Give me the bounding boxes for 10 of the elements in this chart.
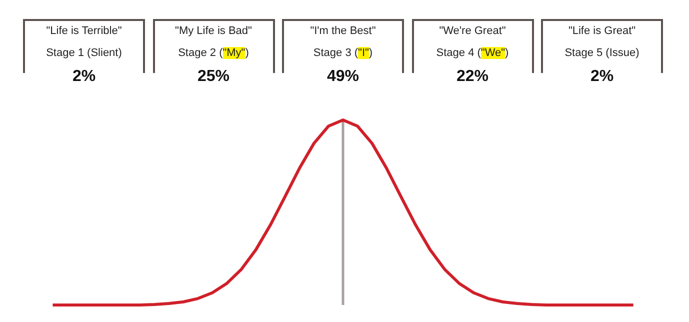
data-label: 25% <box>196 68 231 86</box>
category-label: "My Life is Bad" Stage 2 ("My") <box>174 25 253 59</box>
data-label: 2% <box>589 68 615 86</box>
category-label: "Life is Terrible" Stage 1 (Slient) <box>45 25 123 59</box>
data-label: 2% <box>71 68 97 86</box>
data-label: 49% <box>326 68 360 86</box>
category-label: "We're Great" Stage 4 ("We") <box>435 25 510 59</box>
category-label: "I'm the Best" Stage 3 ("I") <box>309 25 377 59</box>
data-label: 22% <box>455 68 490 86</box>
category-label: "Life is Great" Stage 5 (Issue) <box>564 25 640 59</box>
